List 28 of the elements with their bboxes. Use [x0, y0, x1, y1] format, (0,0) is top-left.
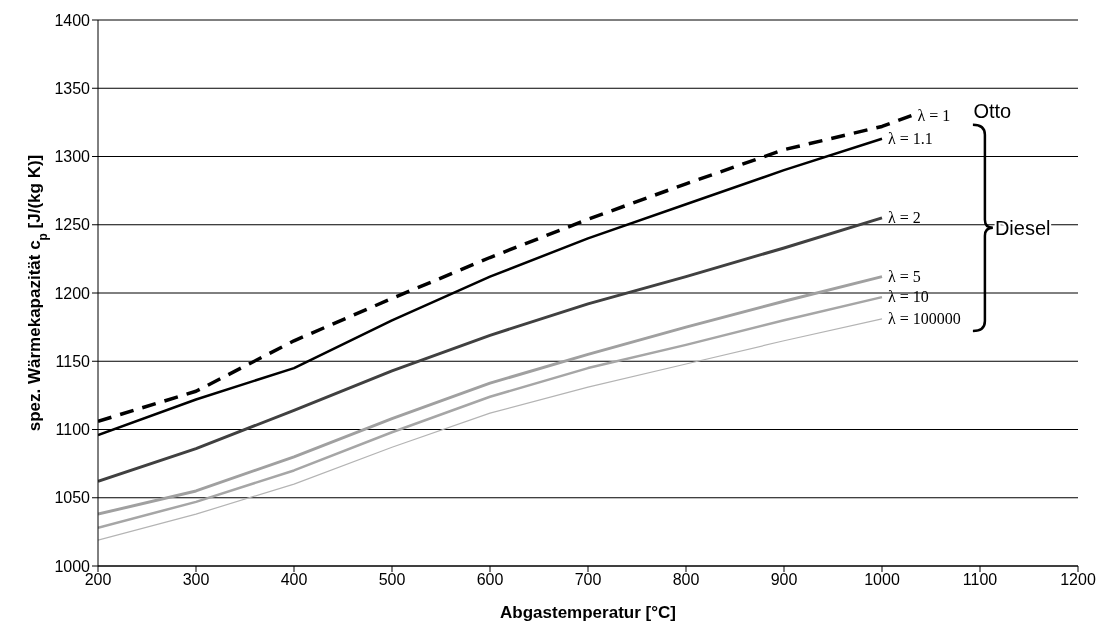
- x-tick-label: 500: [378, 571, 406, 589]
- y-tick-label: 1100: [55, 421, 91, 439]
- x-tick-label: 900: [770, 571, 798, 589]
- x-axis-title: Abgastemperatur [°C]: [500, 603, 676, 622]
- y-tick-label: 1300: [54, 148, 91, 166]
- y-tick-label: 1250: [54, 216, 91, 234]
- x-tick-label: 600: [476, 571, 504, 589]
- x-tick-label: 400: [280, 571, 308, 589]
- x-tick-label: 1200: [1060, 571, 1096, 589]
- x-tick-label: 700: [574, 571, 602, 589]
- y-tick-label: 1200: [54, 284, 91, 302]
- x-tick-label: 300: [182, 571, 210, 589]
- series-label: λ = 10: [888, 288, 929, 306]
- x-tick-label: 1000: [864, 571, 900, 589]
- x-tick-label: 800: [672, 571, 700, 589]
- series-label: λ = 1.1: [888, 129, 933, 147]
- series-label: λ = 5: [888, 267, 921, 285]
- y-tick-label: 1350: [54, 79, 91, 97]
- x-tick-label: 1100: [962, 571, 998, 589]
- y-tick-label: 1150: [55, 352, 91, 370]
- series-label: λ = 100000: [888, 309, 961, 327]
- annotation: Otto: [973, 99, 1012, 122]
- y-tick-label: 1400: [54, 11, 91, 29]
- series-label: λ = 2: [888, 208, 921, 226]
- y-tick-label: 1050: [54, 489, 91, 507]
- line-series: [98, 216, 884, 483]
- series-label: λ = 1: [917, 106, 951, 124]
- x-tick-label: 200: [84, 571, 112, 589]
